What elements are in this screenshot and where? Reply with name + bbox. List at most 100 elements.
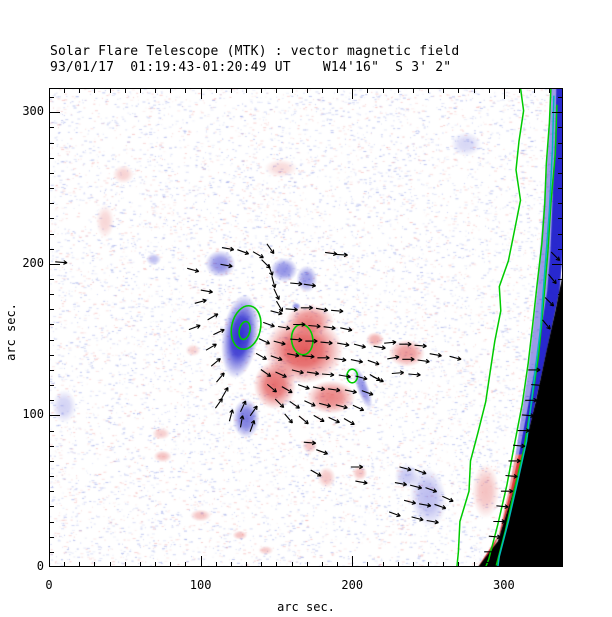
transverse-field-arrow bbox=[302, 354, 315, 359]
transverse-field-arrow bbox=[482, 560, 495, 565]
transverse-field-arrow bbox=[508, 458, 521, 464]
y-tick-label: 100 bbox=[22, 407, 44, 422]
transverse-field-arrow bbox=[402, 356, 415, 362]
transverse-field-arrow bbox=[276, 300, 284, 312]
transverse-field-arrow bbox=[373, 345, 386, 351]
y-tick-label: 0 bbox=[36, 559, 44, 573]
transverse-field-arrow bbox=[274, 398, 285, 409]
transverse-field-arrow bbox=[237, 249, 250, 255]
transverse-field-arrow bbox=[308, 323, 321, 329]
transverse-field-arrow bbox=[278, 325, 291, 331]
transverse-field-arrow bbox=[323, 325, 336, 331]
transverse-field-arrow bbox=[344, 389, 357, 395]
transverse-field-arrow bbox=[367, 359, 380, 366]
transverse-field-arrow bbox=[361, 390, 374, 396]
transverse-field-arrow bbox=[328, 416, 340, 424]
contour-line bbox=[485, 88, 552, 567]
transverse-field-arrow bbox=[320, 340, 333, 346]
x-axis-label: arc sec. bbox=[277, 600, 335, 614]
transverse-field-arrow bbox=[500, 488, 514, 494]
y-axis-label: arc sec. bbox=[4, 303, 18, 361]
transverse-field-arrow bbox=[403, 499, 417, 505]
transverse-field-arrow bbox=[517, 428, 530, 433]
transverse-field-arrow bbox=[207, 313, 219, 321]
transverse-field-arrow bbox=[355, 375, 368, 381]
transverse-field-arrow bbox=[414, 343, 427, 349]
transverse-field-arrow bbox=[411, 516, 424, 522]
transverse-field-arrow bbox=[284, 413, 293, 424]
transverse-field-arrow bbox=[328, 387, 341, 393]
y-tick-label: 300 bbox=[22, 104, 44, 119]
transverse-field-arrow bbox=[493, 519, 506, 524]
x-tick-label: 200 bbox=[341, 578, 364, 592]
transverse-field-arrow bbox=[434, 503, 447, 510]
transverse-field-arrow bbox=[221, 387, 229, 399]
transverse-field-arrow bbox=[270, 355, 283, 362]
transverse-field-arrow bbox=[550, 251, 561, 262]
field-strength-contour bbox=[230, 304, 262, 351]
transverse-field-arrow bbox=[394, 481, 408, 487]
transverse-field-arrow bbox=[306, 370, 320, 376]
transverse-field-arrow bbox=[275, 371, 287, 378]
transverse-field-arrow bbox=[270, 310, 283, 316]
transverse-field-arrow bbox=[304, 400, 316, 407]
transverse-field-arrow bbox=[449, 355, 462, 361]
magnetogram-canvas bbox=[49, 88, 563, 567]
transverse-field-arrow bbox=[409, 484, 423, 490]
transverse-field-arrow bbox=[548, 274, 557, 285]
transverse-field-arrow bbox=[285, 307, 298, 312]
transverse-field-arrow bbox=[261, 259, 271, 269]
transverse-field-arrow bbox=[343, 418, 355, 426]
transverse-field-arrow bbox=[273, 340, 286, 346]
figure-title: Solar Flare Telescope (MTK) : vector mag… bbox=[50, 44, 460, 59]
transverse-field-arrow bbox=[303, 283, 317, 288]
transverse-field-arrow bbox=[210, 357, 221, 367]
transverse-field-arrow bbox=[429, 352, 442, 358]
transverse-field-arrow bbox=[205, 343, 217, 351]
transverse-field-arrow bbox=[337, 342, 350, 348]
transverse-field-arrow bbox=[55, 260, 68, 265]
transverse-field-arrow bbox=[544, 297, 555, 307]
transverse-field-arrow bbox=[525, 397, 538, 403]
transverse-field-arrow bbox=[303, 440, 317, 446]
figure-subtitle: 93/01/17 01:19:43-01:20:49 UT W14'16" S … bbox=[50, 60, 452, 75]
transverse-field-arrow bbox=[187, 267, 200, 273]
transverse-field-arrow bbox=[188, 324, 201, 331]
transverse-field-arrow bbox=[312, 386, 326, 392]
x-tick-label: 0 bbox=[45, 578, 53, 592]
transverse-field-arrow bbox=[419, 502, 432, 508]
transverse-field-arrow bbox=[369, 374, 381, 382]
transverse-field-arrow bbox=[258, 338, 271, 345]
transverse-field-arrow bbox=[425, 487, 438, 493]
transverse-field-arrow bbox=[287, 352, 300, 358]
transverse-field-arrow bbox=[298, 415, 309, 425]
transverse-field-arrow bbox=[335, 404, 348, 410]
transverse-field-arrow bbox=[291, 369, 304, 375]
transverse-field-arrow bbox=[281, 386, 293, 394]
transverse-field-arrow bbox=[391, 370, 405, 376]
transverse-field-arrow bbox=[266, 383, 278, 393]
transverse-field-arrow bbox=[388, 511, 401, 518]
transverse-field-arrow bbox=[340, 327, 353, 332]
transverse-field-arrow bbox=[271, 276, 277, 289]
transverse-field-arrow bbox=[317, 355, 330, 361]
transverse-field-arrow bbox=[252, 251, 264, 259]
transverse-field-arrow bbox=[305, 338, 318, 344]
transverse-field-arrow bbox=[352, 404, 365, 412]
transverse-field-arrow bbox=[266, 243, 275, 255]
transverse-field-arrow bbox=[522, 413, 535, 419]
field-strength-contour bbox=[238, 320, 251, 341]
transverse-field-arrow bbox=[315, 307, 329, 313]
transverse-field-arrow bbox=[484, 549, 497, 555]
plot-area bbox=[49, 88, 563, 567]
transverse-field-arrow bbox=[273, 288, 280, 301]
transverse-field-arrow bbox=[513, 443, 526, 449]
transverse-field-arrow bbox=[319, 402, 332, 408]
transverse-field-arrow bbox=[528, 367, 541, 373]
transverse-field-arrow bbox=[408, 372, 421, 378]
transverse-field-arrow bbox=[331, 308, 344, 314]
plot-overlay bbox=[49, 88, 563, 567]
transverse-field-arrow bbox=[335, 252, 348, 258]
transverse-field-arrow bbox=[505, 473, 518, 479]
transverse-field-arrow bbox=[550, 335, 561, 345]
